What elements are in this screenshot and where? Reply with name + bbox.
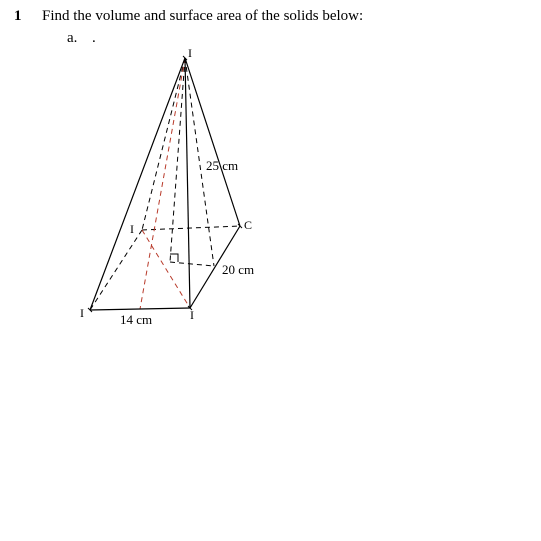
right-vertex-label: C	[244, 218, 252, 233]
width-dimension: 14 cm	[120, 312, 152, 328]
pyramid-svg	[60, 50, 300, 340]
slant-dimension: 25 cm	[206, 158, 238, 174]
front-left-label: I	[80, 306, 84, 321]
question-row: 1 Find the volume and surface area of th…	[0, 0, 541, 25]
pyramid-diagram: I I C I I 25 cm 20 cm 14 cm	[60, 50, 300, 330]
part-dot: .	[92, 30, 96, 47]
apex-label: I	[188, 46, 192, 61]
back-left-label: I	[130, 222, 134, 237]
depth-dimension: 20 cm	[222, 262, 254, 278]
question-text: Find the volume and surface area of the …	[42, 0, 363, 25]
front-right-label: I	[190, 308, 194, 323]
question-number: 1	[0, 0, 42, 25]
part-label: a.	[67, 30, 77, 47]
